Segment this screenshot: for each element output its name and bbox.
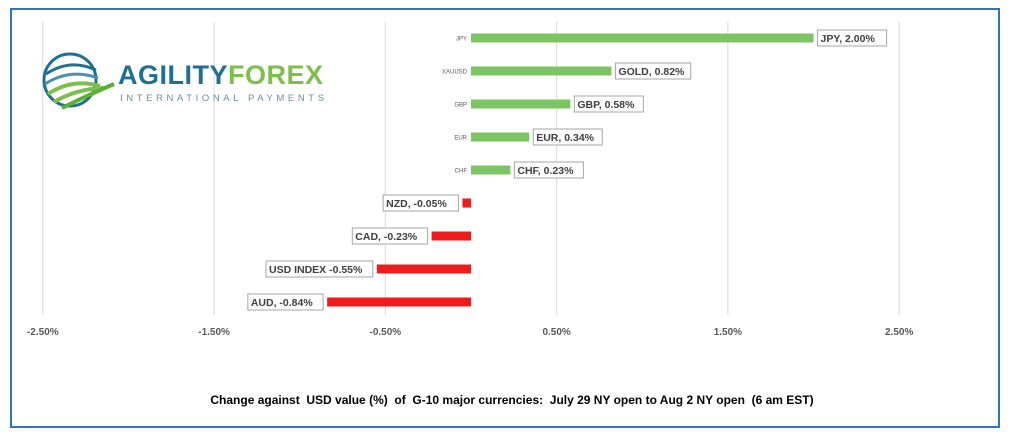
bar-usd-index [376,264,471,274]
data-label-xauusd: GOLD, 0.82% [614,62,692,80]
bar-xauusd [471,66,612,76]
data-label-jpy: JPY, 2.00% [817,29,888,47]
bar-jpy [471,33,814,43]
globe-swoosh-icon [42,52,115,110]
bar-nzd [462,198,471,208]
x-tick-label: 0.50% [542,327,570,338]
bar-chf [471,165,511,175]
svg-text:AUD, -0.84%: AUD, -0.84% [251,297,314,309]
x-tick-label: -2.50% [27,327,59,338]
x-tick-label: -0.50% [370,327,402,338]
svg-text:EUR, 0.34%: EUR, 0.34% [536,132,594,144]
chart-frame [10,8,1000,428]
svg-text:JPY, 2.00%: JPY, 2.00% [821,33,876,45]
data-label-usd-index: USD INDEX -0.55% [265,260,374,278]
data-label-gbp: GBP, 0.58% [573,95,644,113]
svg-text:NZD, -0.05%: NZD, -0.05% [386,198,447,210]
svg-text:CHF, 0.23%: CHF, 0.23% [517,165,574,177]
bar-gbp [471,99,571,109]
x-tick-label: 1.50% [714,327,742,338]
x-tick-label: 2.50% [885,327,913,338]
category-label: CHF [455,169,468,175]
bar-aud [327,297,471,307]
chart-caption: Change against USD value (%) of G-10 maj… [210,393,814,407]
data-label-eur: EUR, 0.34% [532,128,603,146]
data-label-nzd: NZD, -0.05% [382,194,459,212]
svg-text:GOLD, 0.82%: GOLD, 0.82% [618,66,685,78]
x-tick-label: -1.50% [198,327,230,338]
category-label: JPY [456,37,467,43]
logo-tagline: INTERNATIONAL PAYMENTS [120,93,328,104]
bar-cad [431,231,471,241]
logo-name-part2: FOREX [228,60,324,90]
data-label-aud: AUD, -0.84% [247,293,324,311]
category-label: EUR [454,136,467,142]
bar-eur [471,132,530,142]
logo-name-part1: AGILITY [118,60,228,90]
svg-text:CAD, -0.23%: CAD, -0.23% [355,231,418,243]
agility-forex-logo: AGILITYFOREX INTERNATIONAL PAYMENTS [40,44,330,114]
logo-wordmark: AGILITYFOREX [118,62,324,89]
category-label: XAUUSD [442,70,468,76]
data-label-chf: CHF, 0.23% [513,161,584,179]
category-label: GBP [454,103,467,109]
svg-text:GBP, 0.58%: GBP, 0.58% [577,99,635,111]
svg-text:USD INDEX -0.55%: USD INDEX -0.55% [269,264,363,276]
data-label-cad: CAD, -0.23% [351,227,429,245]
